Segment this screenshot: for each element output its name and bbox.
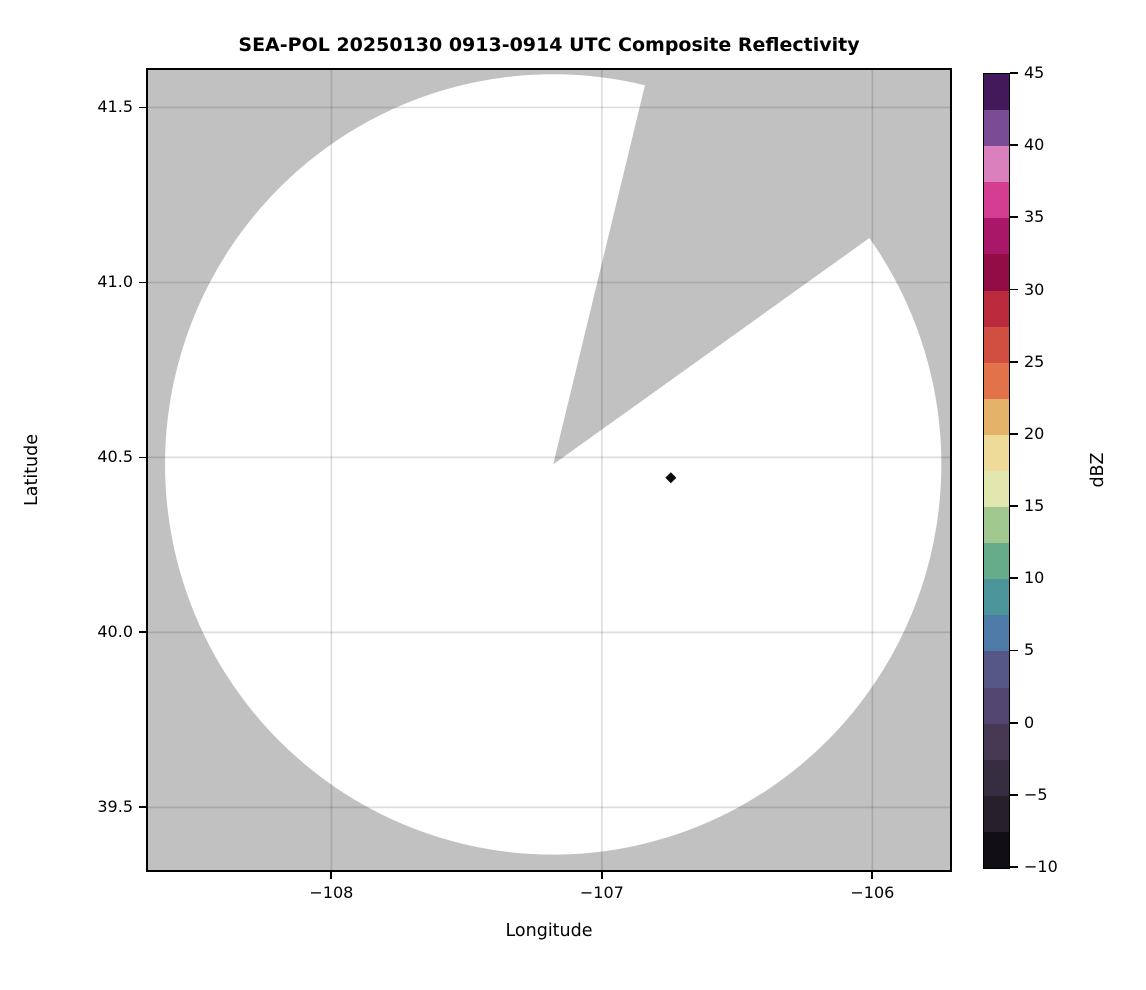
colorbar-segment	[984, 578, 1009, 616]
x-axis-label: Longitude	[505, 921, 593, 941]
colorbar-segment	[984, 326, 1009, 363]
colorbar-tick-mark	[1009, 360, 1018, 363]
colorbar-tick-label: 15	[1024, 496, 1045, 516]
radar-ppi-plot	[148, 70, 950, 870]
plot-area	[146, 68, 952, 872]
colorbar-segment	[984, 290, 1009, 327]
y-tick-mark	[139, 456, 148, 459]
y-tick-mark	[139, 806, 148, 809]
x-tick-mark	[600, 870, 603, 879]
colorbar-tick-mark	[1009, 505, 1018, 507]
x-tick-label: −108	[309, 883, 354, 902]
y-tick-label: 39.5	[97, 797, 133, 817]
colorbar-tick-mark	[1009, 433, 1018, 435]
colorbar-tick-mark	[1009, 577, 1018, 580]
colorbar-segment	[984, 470, 1009, 508]
colorbar-tick-label: 45	[1024, 63, 1045, 82]
colorbar-segment	[984, 614, 1009, 652]
colorbar-tick-mark	[1009, 216, 1018, 219]
colorbar-segment	[984, 650, 1009, 688]
y-tick-label: 41.0	[97, 272, 133, 292]
colorbar-segment	[984, 362, 1009, 399]
x-tick-label: −106	[850, 883, 895, 902]
reflectivity-data-point	[665, 472, 677, 484]
colorbar-tick-label: 10	[1024, 568, 1045, 588]
colorbar-segment	[984, 145, 1009, 183]
colorbar-tick-label: 40	[1024, 135, 1045, 155]
colorbar-segment	[984, 542, 1009, 580]
colorbar-segment	[984, 181, 1009, 219]
y-tick-mark	[139, 631, 148, 634]
colorbar-tick-label: 35	[1024, 207, 1045, 227]
colorbar-axis-label: dBZ	[1088, 452, 1108, 488]
colorbar-tick-mark	[1009, 288, 1018, 291]
colorbar-segment	[984, 723, 1009, 760]
y-tick-label: 40.5	[97, 447, 133, 467]
colorbar-tick-mark	[1009, 144, 1018, 147]
x-tick-mark	[871, 870, 874, 879]
y-tick-mark	[139, 281, 148, 284]
colorbar-segment	[984, 398, 1009, 435]
chart-title: SEA-POL 20250130 0913-0914 UTC Composite…	[238, 34, 860, 56]
colorbar-segment	[984, 687, 1009, 724]
colorbar-tick-mark	[1009, 866, 1018, 868]
x-tick-label: −107	[579, 883, 624, 902]
y-tick-mark	[139, 106, 148, 109]
colorbar-tick-label: 0	[1024, 712, 1035, 732]
colorbar-segment	[984, 831, 1009, 868]
colorbar-segment	[984, 73, 1009, 111]
colorbar-segment	[984, 434, 1009, 471]
x-tick-mark	[330, 870, 333, 879]
colorbar-segment	[984, 759, 1009, 796]
colorbar-segment	[984, 795, 1009, 832]
colorbar-tick-label: 30	[1024, 279, 1045, 299]
colorbar-tick-mark	[1009, 721, 1018, 724]
y-tick-label: 41.5	[97, 97, 133, 117]
colorbar-tick-label: 20	[1024, 423, 1045, 443]
colorbar-segment	[984, 506, 1009, 544]
y-axis-label: Latitude	[22, 433, 42, 507]
colorbar-segment	[984, 217, 1009, 255]
colorbar-tick-mark	[1009, 72, 1018, 74]
y-tick-label: 40.0	[97, 622, 133, 642]
colorbar-segment	[984, 253, 1009, 291]
colorbar-tick-label: 25	[1024, 351, 1045, 371]
colorbar-tick-label: −5	[1024, 784, 1048, 804]
colorbar-segment	[984, 109, 1009, 147]
blocked-sector-wedge	[553, 70, 944, 465]
colorbar-tick-mark	[1009, 793, 1018, 796]
colorbar	[983, 73, 1010, 869]
colorbar-tick-mark	[1009, 649, 1018, 652]
colorbar-tick-label: −10	[1024, 857, 1058, 876]
colorbar-tick-label: 5	[1024, 640, 1035, 660]
